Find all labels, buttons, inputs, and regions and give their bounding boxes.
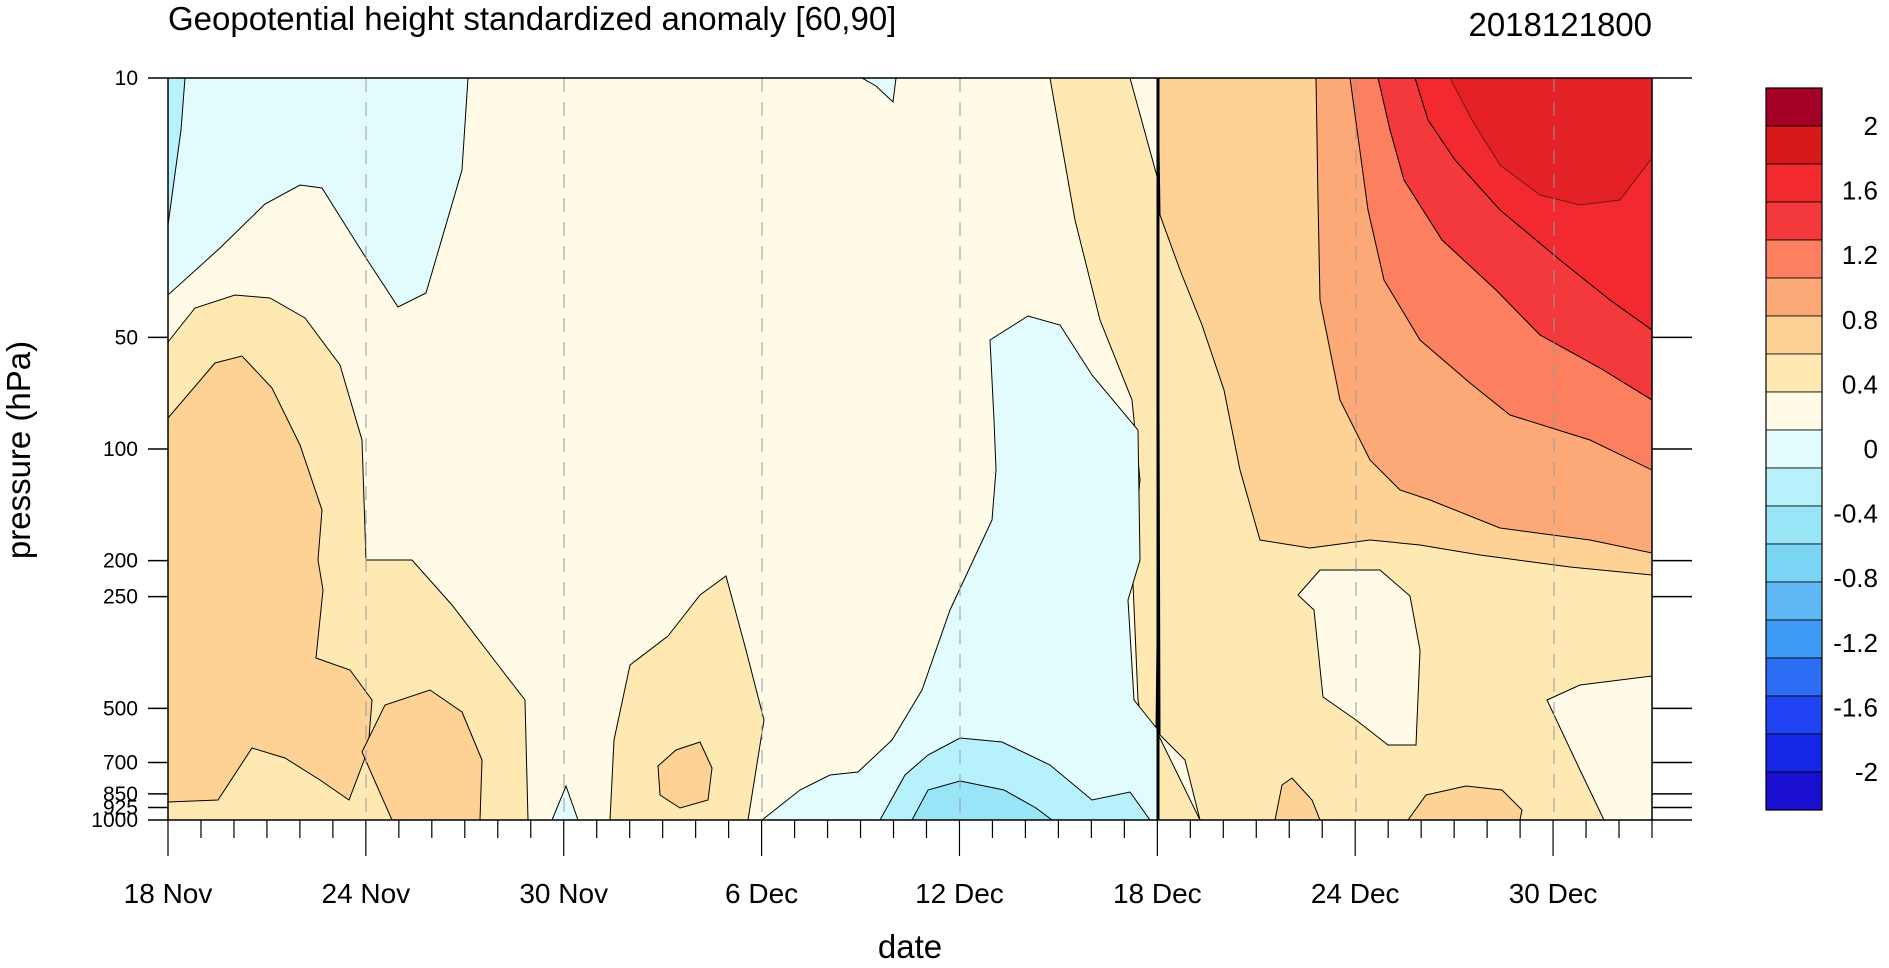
colorbar-swatch bbox=[1765, 353, 1823, 393]
contour-negative-upper-left-deep bbox=[168, 78, 186, 226]
x-tick-label: 30 Nov bbox=[519, 878, 608, 909]
colorbar-label: 0.8 bbox=[1842, 305, 1878, 335]
colorbar-swatch bbox=[1765, 771, 1823, 811]
contour-positive-right-small-blob bbox=[1274, 777, 1321, 820]
contour-negative-top-small bbox=[860, 78, 897, 104]
y-tick-label: 200 bbox=[103, 550, 138, 573]
contour-negative-center bbox=[761, 315, 1159, 820]
x-tick-label: 12 Dec bbox=[915, 878, 1004, 909]
colorbar-swatch bbox=[1765, 733, 1823, 773]
colorbar: 2 1.6 1.2 0.8 0.4 0 -0.4 -0.8 -1.2 -1.6 -2 bbox=[1765, 87, 1878, 811]
contour-positive-right-bottom-blob bbox=[1407, 785, 1523, 820]
x-axis: 18 Nov 24 Nov 30 Nov 6 Dec 12 Dec 18 Dec 24 De… bbox=[124, 820, 1653, 909]
x-axis-title: date bbox=[878, 928, 942, 963]
colorbar-label: 1.2 bbox=[1842, 240, 1878, 270]
colorbar-label: -2 bbox=[1855, 757, 1878, 787]
colorbar-swatch bbox=[1765, 619, 1823, 659]
colorbar-label: 0 bbox=[1864, 434, 1878, 464]
contour-positive-right-high-e bbox=[1449, 78, 1652, 206]
y-tick-label: 925 bbox=[103, 796, 138, 819]
contour-positive-center-core bbox=[657, 741, 713, 809]
colorbar-swatch bbox=[1765, 125, 1823, 165]
contour-negative-center-deep bbox=[911, 780, 1053, 820]
colorbar-swatch bbox=[1765, 87, 1823, 127]
chart-title: Geopotential height standardized anomaly… bbox=[168, 0, 896, 37]
colorbar-label: -1.2 bbox=[1833, 628, 1878, 658]
contour-negative-upper-left bbox=[168, 78, 469, 308]
y-tick-label: 700 bbox=[103, 752, 138, 775]
y-tick-label: 500 bbox=[103, 697, 138, 720]
y-tick-label: 100 bbox=[103, 438, 138, 461]
x-tick-label: 18 Dec bbox=[1113, 878, 1202, 909]
colorbar-swatch bbox=[1765, 581, 1823, 621]
colorbar-swatch bbox=[1765, 505, 1823, 545]
contour-positive-lower-mid bbox=[361, 689, 483, 820]
y-tick-label: 850 bbox=[103, 783, 138, 806]
colorbar-swatch bbox=[1765, 695, 1823, 735]
y-tick-label: 250 bbox=[103, 586, 138, 609]
colorbar-label: -0.8 bbox=[1833, 563, 1878, 593]
colorbar-swatch bbox=[1765, 239, 1823, 279]
date-gridlines bbox=[365, 78, 1555, 820]
colorbar-label: -0.4 bbox=[1833, 499, 1878, 529]
contour-negative-bottom-spike bbox=[551, 784, 579, 820]
x-tick-label: 18 Nov bbox=[124, 878, 213, 909]
contour-plot bbox=[168, 78, 1652, 820]
y-tick-label: 50 bbox=[115, 326, 138, 349]
colorbar-swatch bbox=[1765, 391, 1823, 431]
colorbar-swatch bbox=[1765, 315, 1823, 355]
y-tick-label: 1000 bbox=[91, 809, 138, 832]
y-axis-title: pressure (hPa) bbox=[0, 341, 37, 559]
y-tick-label: 10 bbox=[115, 67, 138, 90]
colorbar-swatch bbox=[1765, 657, 1823, 697]
contour-positive-center bbox=[609, 575, 765, 820]
x-tick-label: 24 Nov bbox=[322, 878, 411, 909]
x-tick-label: 30 Dec bbox=[1509, 878, 1598, 909]
contour-zero-right-island-b bbox=[1546, 675, 1652, 820]
colorbar-label: 2 bbox=[1864, 111, 1878, 141]
colorbar-swatch bbox=[1765, 429, 1823, 469]
chart-date-label: 2018121800 bbox=[1468, 6, 1652, 43]
x-tick-label: 6 Dec bbox=[725, 878, 798, 909]
colorbar-swatch bbox=[1765, 163, 1823, 203]
colorbar-swatch bbox=[1765, 467, 1823, 507]
contour-positive-left-mid bbox=[168, 355, 373, 803]
colorbar-swatch bbox=[1765, 277, 1823, 317]
colorbar-label: 1.6 bbox=[1842, 176, 1878, 206]
contour-zero-right-island-a bbox=[1297, 569, 1421, 746]
colorbar-swatch bbox=[1765, 543, 1823, 583]
colorbar-label: -1.6 bbox=[1833, 692, 1878, 722]
colorbar-frame bbox=[1765, 87, 1823, 811]
colorbar-swatch bbox=[1765, 201, 1823, 241]
x-tick-label: 24 Dec bbox=[1311, 878, 1400, 909]
colorbar-label: 0.4 bbox=[1842, 369, 1878, 399]
